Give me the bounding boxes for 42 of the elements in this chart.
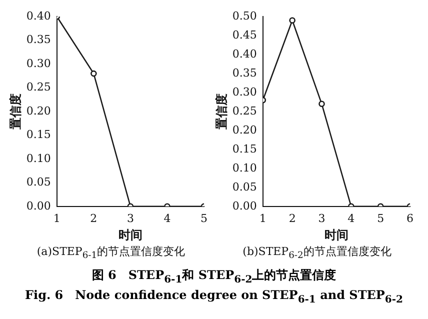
text: (a)STEP$_{6-1}$的节点置信度变化: [36, 244, 186, 262]
y-tick-label: 0.20: [26, 104, 51, 118]
x-tick-label: 5: [200, 212, 208, 225]
y-tick-label: 0.25: [232, 104, 257, 118]
x-tick-label: 1: [259, 212, 266, 225]
x-tick-label: 2: [90, 212, 98, 225]
point: [90, 70, 97, 77]
y-tick-label: 0.15: [26, 128, 51, 142]
x-tick-label: 2: [288, 212, 296, 225]
y-axis-title: 置信度: [214, 94, 228, 130]
point: [289, 17, 296, 24]
x-axis-title: 时间: [324, 228, 348, 242]
y-tick-label: 0.40: [26, 9, 51, 22]
x-tick-label: 4: [164, 212, 171, 225]
x-tick-label: 3: [126, 212, 134, 225]
x-tick-label: 6: [406, 212, 414, 225]
x-tick-label: 4: [348, 212, 355, 225]
y-tick-label: 0.20: [232, 123, 257, 136]
caption: Fig. 6 Node confidence degree on STEP$_{6-1}$ and STEP$_{6-2}$: [24, 286, 404, 305]
x-tick-label: 1: [53, 212, 60, 225]
y-tick-label: 0.45: [232, 28, 257, 42]
y-tick-label: 0.00: [232, 199, 257, 212]
x-tick-label: 5: [377, 212, 384, 225]
y-tick-label: 0.05: [26, 176, 51, 189]
y-tick-label: 0.50: [232, 9, 257, 22]
y-tick-label: 0.05: [232, 180, 257, 194]
text: (b)STEP$_{6-2}$的节点置信度变化: [242, 244, 392, 262]
y-tick-label: 0.15: [232, 142, 257, 156]
x-tick-label: 3: [318, 212, 326, 225]
y-tick-label: 0.35: [26, 33, 51, 46]
y-tick-label: 0.40: [232, 47, 257, 60]
y-tick-label: 0.10: [232, 161, 257, 174]
y-tick-label: 0.35: [232, 66, 257, 80]
caption: 图 6 STEP$_{6-1}$和 STEP$_{6-2}$上的节点置信度: [90, 267, 338, 286]
y-tick-label: 0.10: [26, 152, 51, 165]
y-tick-label: 0.00: [26, 199, 51, 212]
y-tick-label: 0.30: [232, 85, 257, 98]
x-axis-title: 时间: [118, 228, 142, 242]
y-axis-title: 置信度: [8, 94, 22, 130]
y-tick-label: 0.25: [26, 80, 51, 94]
point: [318, 100, 325, 108]
y-tick-label: 0.30: [26, 56, 51, 70]
